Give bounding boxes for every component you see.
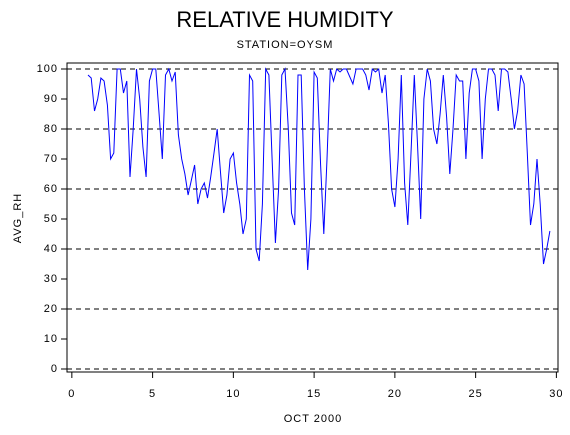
chart-title: RELATIVE HUMIDITY: [176, 7, 394, 32]
x-tick-label: 20: [388, 388, 402, 400]
y-tick-label: 20: [44, 303, 58, 315]
y-tick-label: 70: [44, 153, 58, 165]
x-tick-label: 15: [307, 388, 321, 400]
y-tick-label: 100: [37, 63, 58, 75]
plot-frame: [66, 62, 559, 373]
y-tick-label: 30: [44, 273, 58, 285]
y-tick-label: 50: [44, 213, 58, 225]
x-tick-label: 0: [68, 388, 75, 400]
y-tick-label: 80: [44, 123, 58, 135]
y-tick-label: 40: [44, 243, 58, 255]
chart-subtitle: STATION=OYSM: [237, 39, 334, 51]
x-tick-label: 5: [149, 388, 156, 400]
y-tick-label: 60: [44, 183, 58, 195]
x-axis-label: OCT 2000: [284, 413, 343, 425]
x-tick-label: 10: [226, 388, 240, 400]
y-tick-label: 10: [44, 333, 58, 345]
y-tick-label: 0: [51, 363, 58, 375]
y-tick-label: 90: [44, 93, 58, 105]
data-line: [87, 67, 551, 271]
x-tick-label: 25: [469, 388, 483, 400]
x-tick-label: 30: [549, 388, 563, 400]
y-axis-label: AVG_RH: [12, 193, 24, 243]
